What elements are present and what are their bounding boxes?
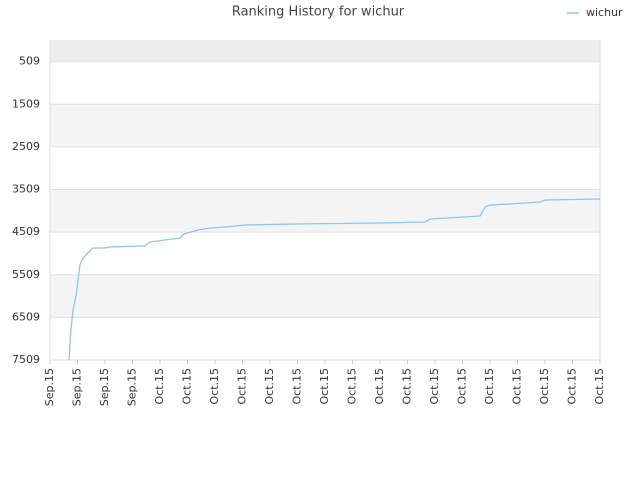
band [50,232,600,275]
x-tick-label: Sep.15 [71,368,84,406]
line [68,198,601,361]
band [50,104,600,147]
band [50,146,600,190]
y-tick-label: 2509 [12,140,40,153]
x-tick-label: Oct.15 [373,368,386,405]
x-tick-label: Oct.15 [593,368,606,405]
x-tick-label: Oct.15 [208,368,221,405]
x-tick-label: Oct.15 [236,368,249,405]
y-tick-label: 3509 [12,183,40,196]
y-tick-label: 4509 [12,225,40,238]
band [50,40,600,62]
x-tick-label: Oct.15 [346,368,359,405]
x-tick-label: Oct.15 [401,368,414,405]
x-tick-label: Oct.15 [181,368,194,405]
x-tick-label: Oct.15 [538,368,551,405]
x-tick-label: Sep.15 [126,368,139,406]
x-tick-label: Oct.15 [263,368,276,405]
x-tick-label: Oct.15 [291,368,304,405]
x-tick-label: Oct.15 [456,368,469,405]
x-tick-label: Oct.15 [566,368,579,405]
chart-title: Ranking History for wichur [232,5,405,20]
band [50,274,600,318]
legend-label: wichur [586,6,623,19]
x-tick-label: Oct.15 [153,368,166,405]
x-tick-label: Sep.15 [43,368,56,406]
band [50,189,600,233]
x-tick-label: Oct.15 [318,368,331,405]
y-tick-label: 1509 [12,97,40,110]
y-tick-label: 5509 [12,268,40,281]
x-tick-label: Oct.15 [511,368,524,405]
y-tick-label: 6509 [12,310,40,323]
band [50,61,600,105]
band [50,317,600,360]
x-tick-label: Oct.15 [483,368,496,405]
x-tick-label: Oct.15 [428,368,441,405]
y-tick-label: 509 [19,55,40,68]
y-tick-label: 7509 [12,353,40,366]
x-tick-label: Sep.15 [98,368,111,406]
